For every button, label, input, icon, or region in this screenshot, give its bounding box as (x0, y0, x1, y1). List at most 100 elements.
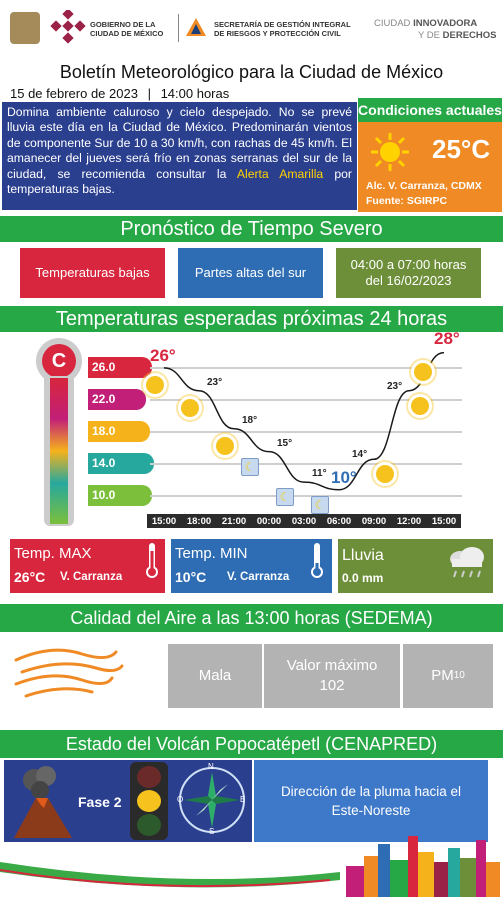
bulletin-time: 14:00 horas (160, 86, 230, 101)
compass-north: N (208, 762, 214, 771)
thermometer-cold-icon (311, 543, 323, 579)
bulletin-date: 15 de febrero de 2023 (10, 86, 138, 101)
x-tick-label: 09:00 (361, 516, 387, 527)
x-axis-bar (147, 514, 461, 528)
bulletin-datetime: 15 de febrero de 2023 | 14:00 horas (10, 86, 229, 101)
temperature-chart (150, 351, 462, 497)
page-title: Boletín Meteorológico para la Ciudad de … (59, 62, 444, 82)
slogan-d: DERECHOS (442, 30, 497, 41)
air-pollutant: PM 10 (403, 644, 493, 708)
sun-icon (146, 375, 164, 394)
x-tick-label: 12:00 (396, 516, 422, 527)
compass-east: E (240, 795, 246, 804)
current-source: Fuente: SGIRPC (366, 195, 448, 207)
rain-title: Lluvia (342, 547, 384, 564)
pollutant-name: PM (431, 667, 454, 684)
plume-direction: Dirección de la pluma hacia el Este-Nore… (254, 760, 488, 842)
thermometer-letter: C (42, 344, 76, 378)
slogan-c: Y DE (418, 30, 443, 41)
rain-card: Lluvia 0.0 mm (338, 539, 493, 593)
footer-swoosh (0, 850, 503, 897)
air-heading: Calidad del Aire a las 13:00 horas (SEDE… (0, 604, 503, 632)
moon-icon: ☾ (311, 495, 329, 514)
current-heading: Condiciones actuales (358, 98, 502, 122)
data-label: 26° (150, 345, 176, 365)
sec-line2: DE RIESGOS Y PROTECCIÓN CIVIL (214, 29, 341, 38)
current-temp: 25°C (432, 134, 491, 164)
sun-icon (411, 396, 429, 415)
thermometer-icon: C (28, 336, 90, 536)
pollutant-sub: 10 (453, 670, 465, 681)
rain-cloud-icon (444, 545, 488, 581)
gov-line1: GOBIERNO DE LA (90, 20, 156, 29)
scale-band-14: 14.0 (88, 453, 154, 474)
data-label: 18° (242, 414, 258, 426)
date-separator: | (147, 86, 151, 101)
x-tick-label: 15:00 (431, 516, 457, 527)
volcano-phase: Fase 2 (78, 794, 122, 810)
ciudad-slogan: CIUDAD INNOVADORA Y DE DERECHOS (374, 18, 496, 42)
severe-period: 04:00 a 07:00 horas del 16/02/2023 (336, 248, 481, 298)
x-tick-label: 03:00 (291, 516, 317, 527)
wind-icon (12, 640, 130, 706)
air-max-box: Valor máximo 102 (264, 644, 400, 708)
sun-icon (216, 436, 234, 455)
x-tick-label: 00:00 (256, 516, 282, 527)
data-label: 10° (331, 467, 357, 487)
data-label: 11° (312, 468, 327, 480)
summary-text: Domina ambiente caluroso y cielo despeja… (7, 105, 352, 181)
compass-west: O (177, 795, 184, 804)
gov-name: GOBIERNO DE LA CIUDAD DE MÉXICO (90, 20, 163, 38)
scale-band-26: 26.0 (88, 357, 152, 378)
max-title: Temp. MAX (14, 545, 92, 562)
max-temp-card: Temp. MAX 26°C V. Carranza (10, 539, 165, 593)
header-divider (178, 14, 179, 42)
severe-heading: Pronóstico de Tiempo Severo (0, 216, 503, 242)
sgirpc-logo-icon (184, 16, 208, 40)
x-tick-label: 18:00 (186, 516, 212, 527)
moon-icon: ☾ (241, 457, 259, 476)
gov-line2: CIUDAD DE MÉXICO (90, 29, 164, 38)
min-title: Temp. MIN (175, 545, 248, 562)
sun-icon (414, 362, 432, 381)
moon-icon: ☾ (276, 488, 294, 507)
sun-icon (376, 465, 394, 484)
air-quality-status: Mala (168, 644, 262, 708)
slogan-b: INNOVADORA (413, 18, 478, 29)
city-skyline-icon (342, 826, 502, 897)
sun-icon (181, 398, 199, 417)
temperature-line (163, 351, 445, 491)
data-label: 15° (277, 437, 293, 449)
cdmx-shield-icon (10, 12, 40, 44)
slogan-a: CIUDAD (374, 18, 414, 29)
air-max-title: Valor máximo (286, 657, 378, 674)
summary-box: Domina ambiente caluroso y cielo despeja… (2, 102, 357, 210)
data-label: 23° (387, 380, 403, 392)
scale-band-18: 18.0 (88, 421, 150, 442)
rain-value: 0.0 mm (342, 571, 384, 585)
x-tick-label: 06:00 (326, 516, 352, 527)
current-location: Alc. V. Carranza, CDMX (366, 180, 482, 192)
forecast-heading: Temperaturas esperadas próximas 24 horas (0, 306, 503, 332)
x-tick-label: 21:00 (221, 516, 247, 527)
x-tick-label: 15:00 (151, 516, 177, 527)
severe-zone: Partes altas del sur (178, 248, 323, 298)
data-label: 23° (207, 376, 223, 388)
compass-south: S (209, 827, 215, 836)
data-label: 28° (434, 328, 460, 348)
scale-band-22: 22.0 (88, 389, 146, 410)
traffic-light-icon (130, 762, 168, 840)
severe-phenomenon: Temperaturas bajas (20, 248, 165, 298)
volcano-heading: Estado del Volcán Popocatépetl (CENAPRED… (0, 730, 503, 758)
thermometer-hot-icon (146, 543, 158, 579)
min-value: 10°C (175, 569, 207, 585)
sun-icon (370, 132, 410, 172)
max-value: 26°C (14, 569, 46, 585)
alert-link[interactable]: Alerta Amarilla (236, 166, 324, 181)
cdmx-logo-icon (50, 8, 86, 46)
sec-name: SECRETARÍA DE GESTIÓN INTEGRAL DE RIESGO… (214, 20, 351, 38)
air-max-value: 102 (319, 677, 345, 694)
volcano-icon (10, 764, 74, 840)
summary-text-end: por temperaturas bajas. (7, 166, 352, 197)
min-temp-card: Temp. MIN 10°C V. Carranza (171, 539, 332, 593)
